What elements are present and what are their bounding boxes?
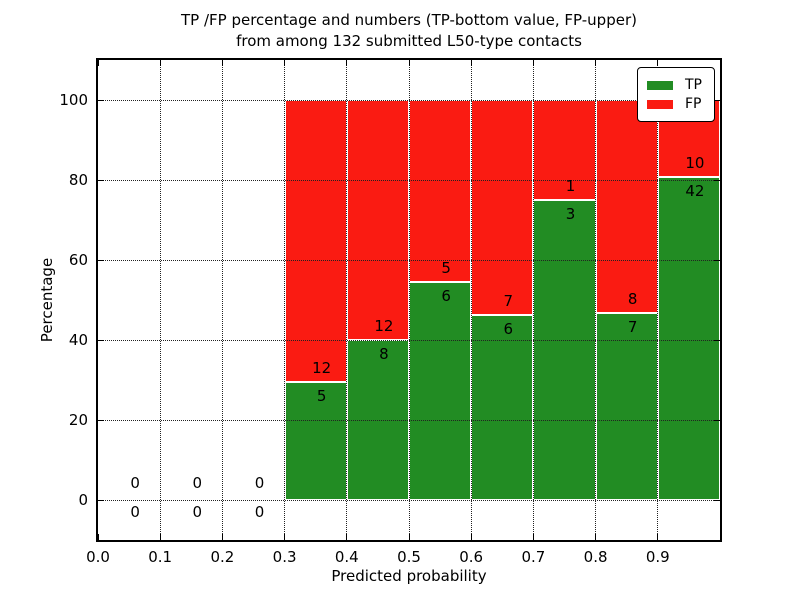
bar-segment-tp [657,176,720,500]
y-tick-mark [98,419,104,421]
x-tick-mark [221,534,223,540]
bar-count-label-fp: 0 [192,474,203,492]
bar-segment-fp [409,100,472,282]
x-tick-mark [408,534,410,540]
x-tick-label: 0.0 [86,548,110,566]
x-tick-mark-top [408,60,410,66]
bar-count-label-tp: 0 [130,503,140,521]
x-tick-label: 0.7 [521,548,546,566]
bar-segment-tp [284,382,347,500]
x-tick-mark [595,534,597,540]
bar-segment-fp [595,100,658,314]
y-tick-label: 40 [68,331,88,349]
x-tick-label: 0.5 [397,548,421,566]
bar-segment-tp [409,281,472,500]
y-tick-mark [98,339,104,341]
bar-count-label-fp: 0 [130,474,140,492]
bar-segment-tp [595,313,658,500]
x-tick-mark-top [284,60,286,66]
bar-segment-fp [284,100,347,383]
gridline-x [159,60,161,540]
fp-legend-swatch [647,99,673,109]
legend-item-tp: TP [647,77,702,93]
x-tick-mark-top [346,60,348,66]
y-tick-label: 60 [68,251,88,269]
x-tick-mark [532,534,534,540]
legend-item-fp: FP [647,96,702,112]
x-tick-label: 0.1 [148,548,173,566]
y-tick-mark [98,499,104,501]
x-tick-mark-top [470,60,472,66]
y-tick-label: 20 [68,411,88,429]
chart-title-line2: from among 132 submitted L50-type contac… [236,32,582,50]
y-tick-mark-right [714,179,720,181]
bar-count-label-fp: 0 [254,474,265,492]
y-tick-mark-right [714,259,720,261]
x-tick-mark-top [221,60,223,66]
x-tick-label: 0.4 [334,548,359,566]
x-tick-label: 0.2 [210,548,235,566]
x-tick-mark [159,534,161,540]
gridline-x [408,60,410,540]
tp-legend-swatch [647,80,673,90]
y-tick-mark [98,179,104,181]
x-tick-mark [284,534,286,540]
y-tick-label: 80 [68,171,88,189]
bar-segment-tp [533,200,596,500]
chart-title-line1: TP /FP percentage and numbers (TP-bottom… [181,11,637,29]
fp-legend-label: FP [685,96,702,112]
gridline-x [470,60,472,540]
x-tick-mark-top [657,60,659,66]
bar-segment-fp [471,100,534,316]
y-axis-label: Percentage [38,257,56,343]
bar-count-label-tp: 0 [192,503,203,521]
y-tick-mark-right [714,499,720,501]
gridline-x [284,60,286,540]
x-tick-label: 0.8 [583,548,608,566]
y-tick-mark [98,259,104,261]
plot-area: TP FP 0 0 0 0 0 0 12 5 12 8 5 6 7 6 1 3 8 7 10 42 [96,58,722,542]
bar-segment-tp [471,315,534,500]
gridline-x [595,60,597,540]
x-tick-label: 0.6 [459,548,484,566]
gridline-x [657,60,659,540]
x-tick-mark-top [532,60,534,66]
x-tick-mark [346,534,348,540]
x-tick-mark [97,534,99,540]
y-tick-mark-right [714,419,720,421]
tp-legend-label: TP [685,77,702,93]
x-axis-label: Predicted probability [331,567,487,585]
gridline-x [346,60,348,540]
gridline-x [221,60,223,540]
y-tick-label: 0 [78,491,88,509]
y-tick-mark [98,99,104,101]
gridline-x [532,60,534,540]
x-tick-mark [470,534,472,540]
x-tick-label: 0.3 [272,548,297,566]
x-tick-mark-top [595,60,597,66]
bar-segment-fp [346,100,409,340]
x-tick-mark [657,534,659,540]
y-tick-mark-right [714,339,720,341]
x-tick-label: 0.9 [645,548,670,566]
x-tick-mark-top [97,60,99,66]
y-tick-label: 100 [59,91,88,109]
x-tick-mark-top [159,60,161,66]
chart-title: TP /FP percentage and numbers (TP-bottom… [98,10,720,52]
legend: TP FP [637,67,715,122]
y-tick-mark-right [714,99,720,101]
bar-segment-fp [533,100,596,200]
bar-count-label-tp: 0 [254,503,265,521]
